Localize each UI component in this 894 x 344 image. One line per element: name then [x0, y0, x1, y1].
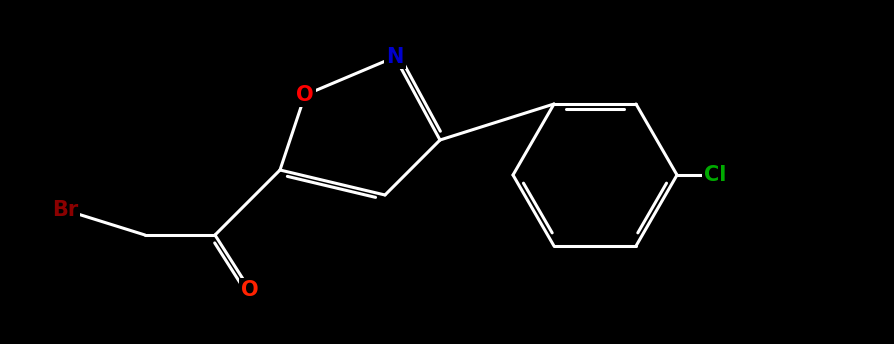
Text: O: O — [240, 280, 258, 300]
Text: O: O — [296, 85, 314, 105]
Text: N: N — [386, 47, 403, 67]
Text: Cl: Cl — [703, 165, 725, 185]
Text: Br: Br — [52, 200, 78, 220]
